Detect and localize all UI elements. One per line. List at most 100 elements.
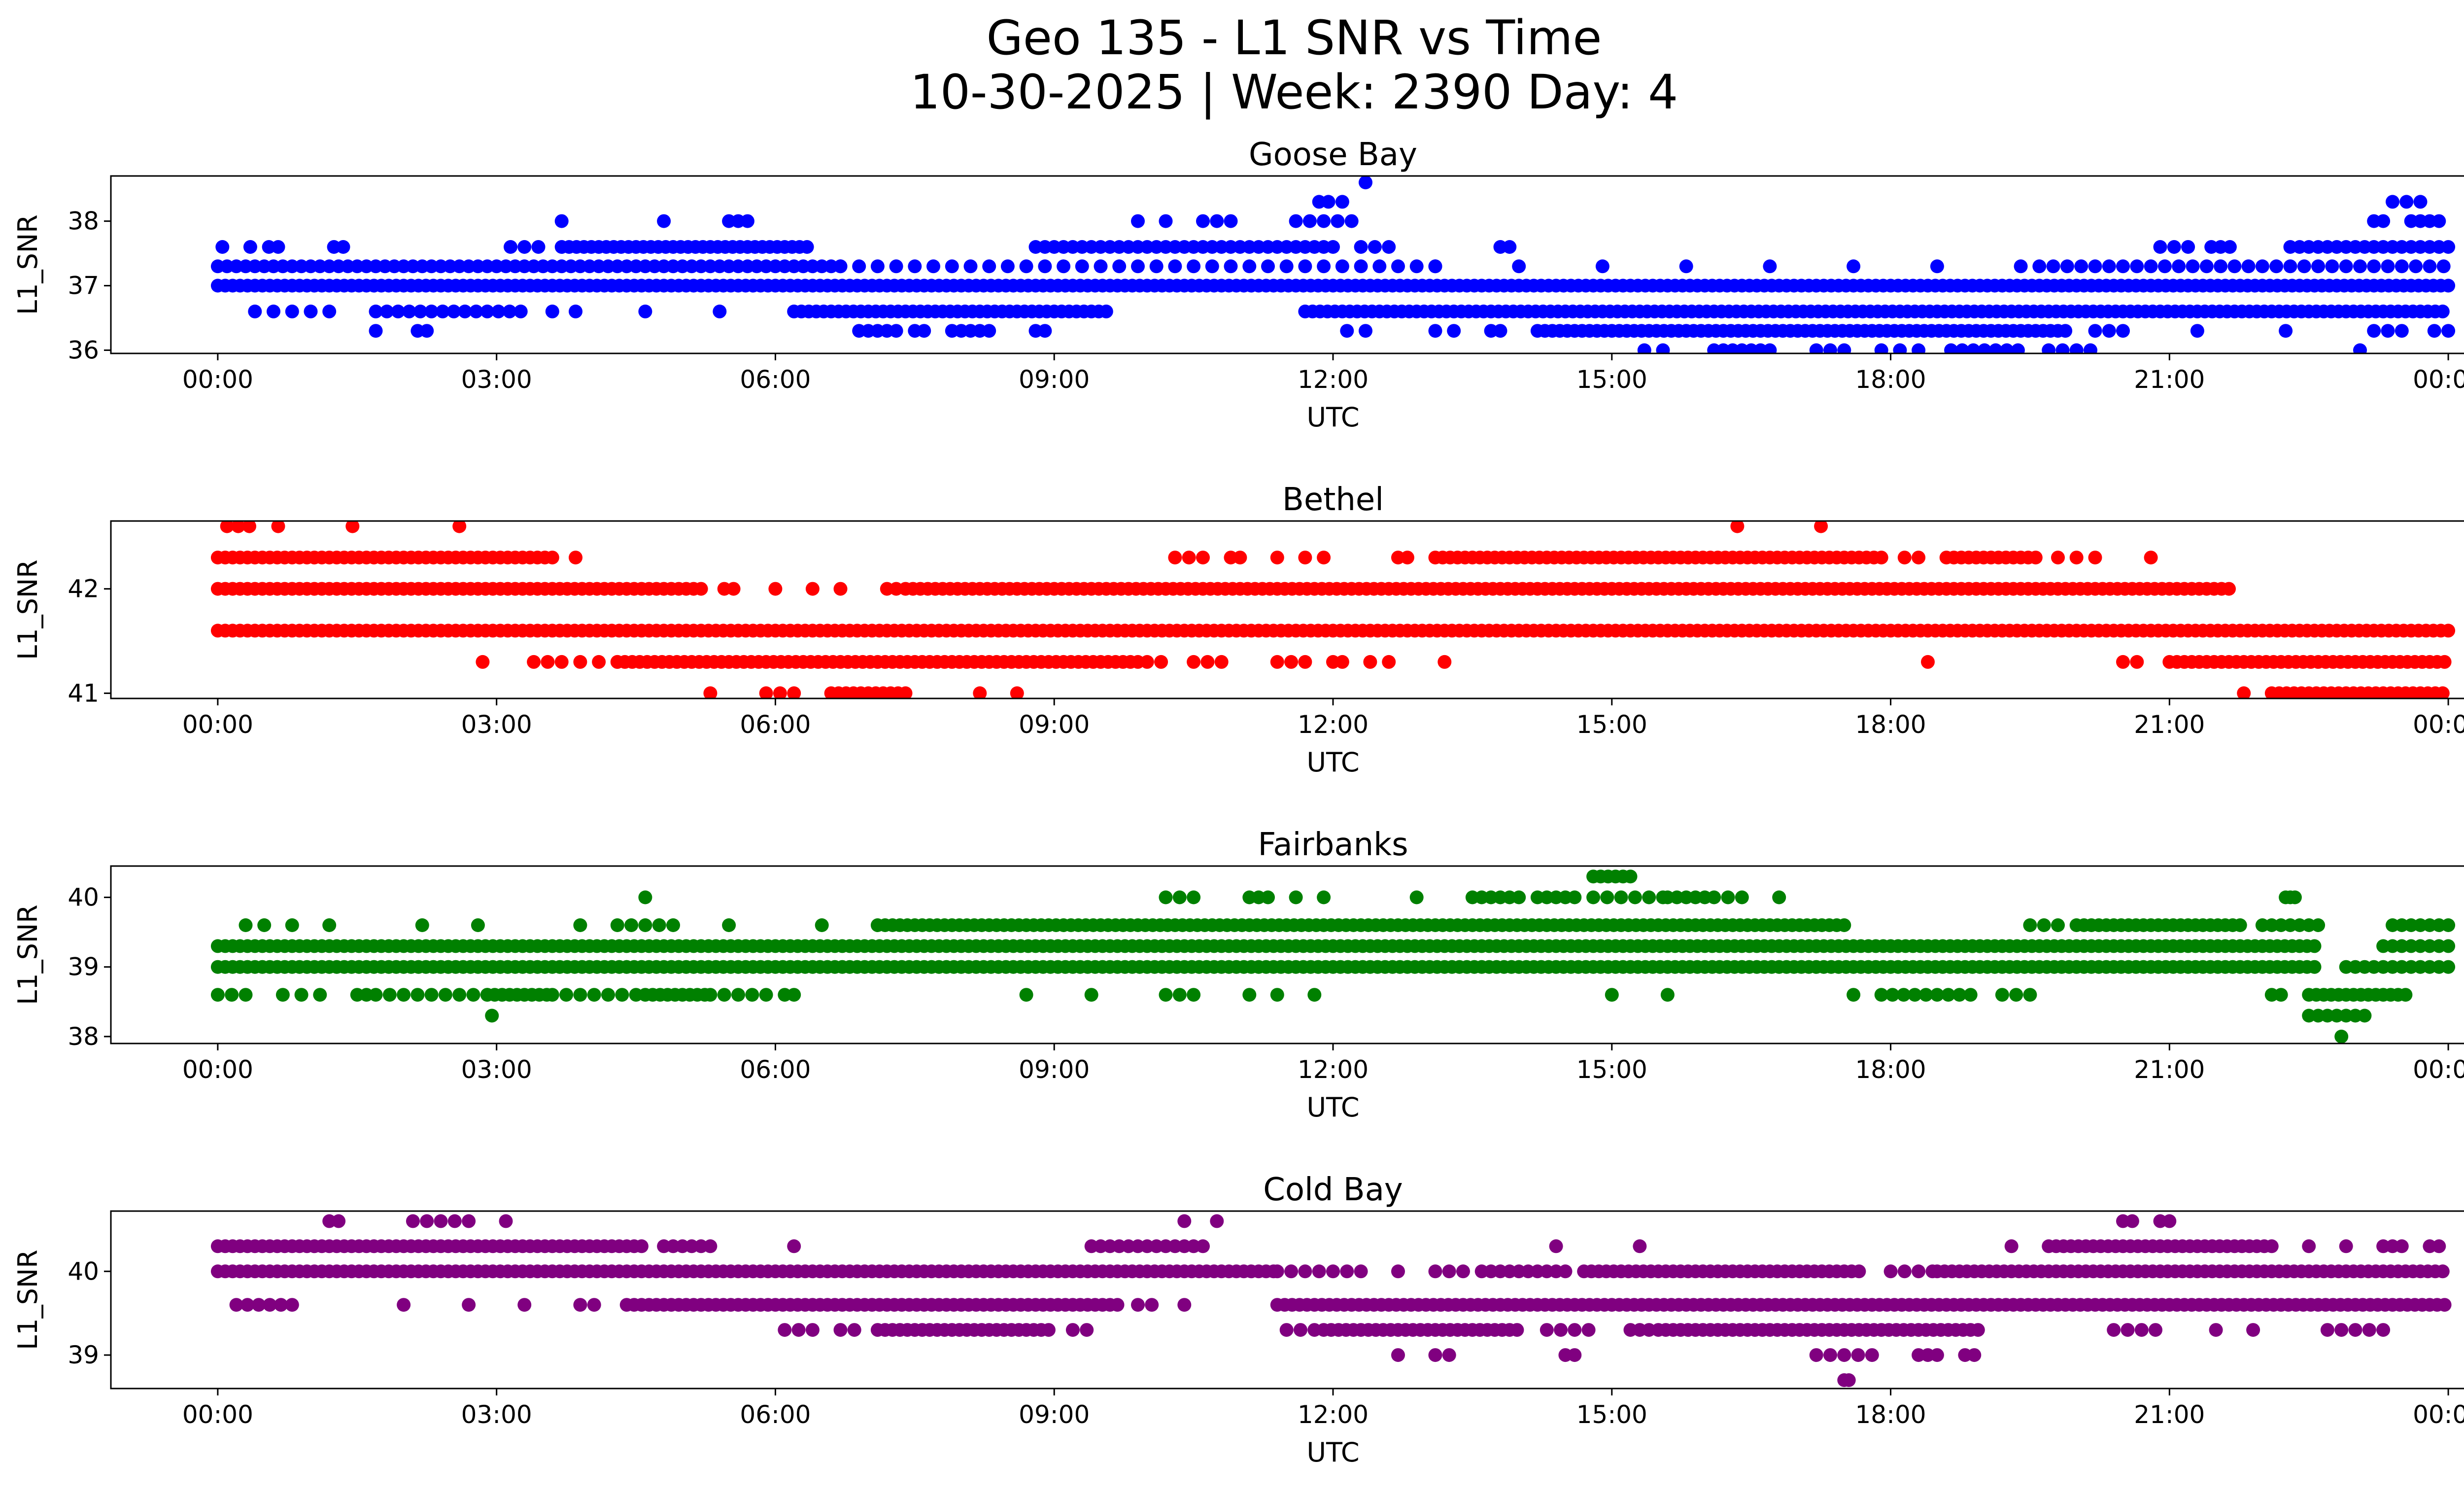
data-point — [402, 304, 416, 318]
data-point — [1510, 1323, 1524, 1337]
data-point — [1633, 1239, 1647, 1253]
data-point — [1340, 1264, 1354, 1279]
x-tick-label: 09:00 — [1019, 1055, 1090, 1084]
data-point — [2358, 1008, 2372, 1023]
data-point — [963, 259, 978, 274]
data-point — [1354, 240, 1368, 254]
data-point — [2436, 259, 2451, 274]
data-point — [1382, 655, 1396, 669]
data-point — [2130, 259, 2144, 274]
data-point — [491, 304, 506, 318]
data-point — [703, 686, 718, 698]
data-point — [1851, 1348, 1865, 1362]
data-point — [1131, 1298, 1145, 1312]
data-point — [1196, 551, 1210, 565]
data-point — [1084, 988, 1098, 1002]
data-point — [1326, 240, 1340, 254]
data-point — [2376, 214, 2391, 228]
data-point — [1540, 1323, 1554, 1337]
x-tick-label: 03:00 — [461, 710, 532, 739]
x-tick-label: 00:00 — [2413, 1055, 2464, 1084]
data-point — [2157, 259, 2172, 274]
data-point — [1363, 655, 1377, 669]
data-point — [703, 1239, 718, 1253]
data-point — [1196, 1239, 1210, 1253]
data-point — [569, 304, 582, 318]
data-point — [1442, 1264, 1456, 1279]
subplot-title-bethel: Bethel — [1282, 482, 1384, 518]
x-tick-label: 06:00 — [740, 1055, 811, 1084]
data-point — [452, 521, 467, 533]
data-point — [447, 1214, 462, 1228]
data-point — [248, 304, 262, 318]
data-point — [1354, 259, 1368, 274]
data-point — [1442, 1348, 1456, 1362]
x-tick-label: 09:00 — [1019, 710, 1090, 739]
data-point — [438, 988, 452, 1002]
data-point — [531, 240, 546, 254]
data-points-fairbanks — [210, 869, 2456, 1043]
x-tick-label: 00:00 — [182, 365, 253, 394]
data-point — [1919, 988, 1933, 1002]
data-point — [559, 988, 574, 1002]
data-point — [2307, 960, 2322, 974]
data-point — [2334, 1323, 2349, 1337]
data-point — [1131, 214, 1145, 228]
panel-cold-bay: Cold Bay 00:00 03:00 06:00 09:00 12:00 15:00 18… — [12, 1172, 2464, 1468]
data-point — [1112, 259, 1127, 274]
x-tick-label: 18:00 — [1855, 1400, 1926, 1429]
data-point — [1344, 214, 1359, 228]
data-point — [1140, 655, 1154, 669]
data-point — [1196, 214, 1210, 228]
data-point — [1837, 1348, 1851, 1362]
data-point — [2395, 1239, 2409, 1253]
data-point — [2222, 582, 2236, 596]
data-point — [1883, 1264, 1898, 1279]
data-point — [554, 214, 569, 228]
data-point — [1354, 1264, 1368, 1279]
x-tick-label: 00:00 — [182, 1400, 253, 1429]
data-point — [1187, 259, 1201, 274]
data-point — [833, 582, 848, 596]
data-point — [2413, 195, 2428, 209]
data-point — [1493, 324, 1507, 338]
data-point — [2069, 343, 2084, 353]
x-tick-label: 12:00 — [1298, 365, 1369, 394]
data-point — [1340, 324, 1354, 338]
data-point — [285, 304, 299, 318]
data-point — [1391, 259, 1405, 274]
data-point — [545, 988, 559, 1002]
data-point — [469, 304, 483, 318]
data-point — [462, 1214, 476, 1228]
data-point — [1623, 869, 1638, 884]
x-tick-label: 21:00 — [2134, 1400, 2205, 1429]
data-point — [1809, 1348, 1823, 1362]
data-point — [2311, 259, 2326, 274]
data-point — [485, 1008, 499, 1023]
data-point — [1312, 1264, 1326, 1279]
data-point — [336, 240, 350, 254]
data-point — [2274, 988, 2288, 1002]
data-point — [1317, 551, 1331, 565]
y-tick-label: 39 — [68, 1341, 99, 1369]
data-point — [1010, 686, 1024, 698]
data-point — [2339, 259, 2353, 274]
data-point — [2269, 259, 2284, 274]
data-point — [833, 259, 848, 274]
data-point — [2246, 1323, 2260, 1337]
data-point — [1605, 988, 1619, 1002]
data-point — [2353, 343, 2367, 353]
data-point — [332, 1214, 346, 1228]
data-point — [1242, 259, 1257, 274]
y-axis-label-fairbanks: L1_SNR — [12, 904, 43, 1005]
data-point — [982, 259, 996, 274]
data-point — [1110, 1298, 1125, 1312]
data-point — [2435, 304, 2450, 318]
data-point — [1512, 259, 1526, 274]
data-point — [271, 521, 285, 533]
data-point — [1971, 1323, 1985, 1337]
data-point — [471, 918, 485, 932]
data-point — [1391, 1348, 1405, 1362]
data-point — [545, 304, 559, 318]
data-point — [1214, 655, 1229, 669]
